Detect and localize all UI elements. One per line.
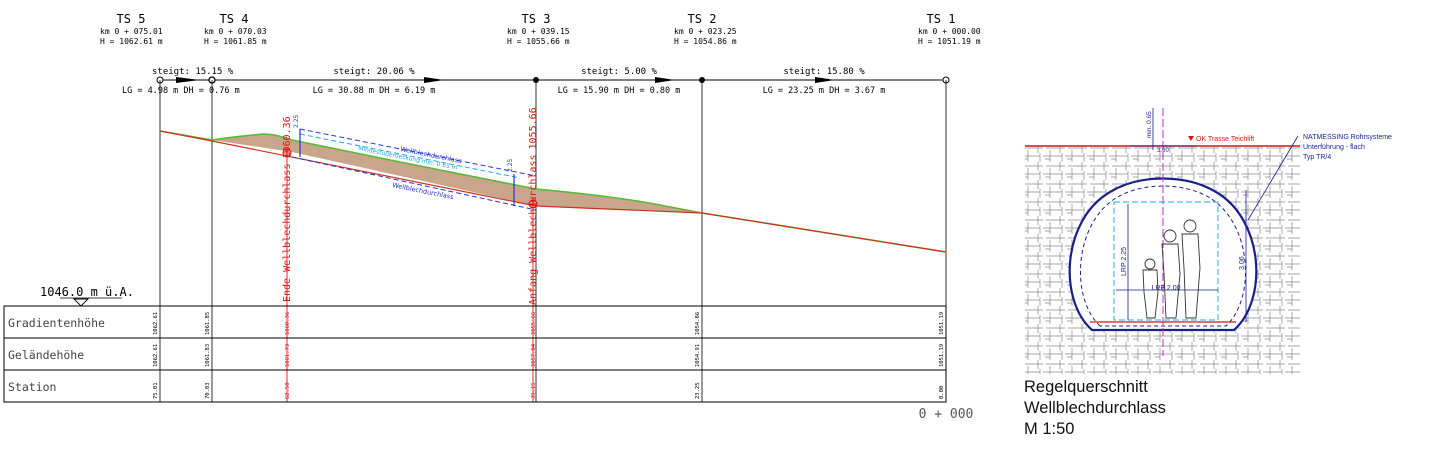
station-headers: TS 5 km 0 + 075.01 H = 1062.61 m TS 4 km… — [100, 12, 981, 46]
slope-arrow-icon — [424, 77, 444, 83]
slope-arrow-icon — [655, 77, 675, 83]
caption-line-1: Regelquerschnitt — [1024, 378, 1148, 396]
ok-marker-icon — [1188, 136, 1194, 141]
station-name: TS 2 — [688, 12, 717, 26]
cell-value: 1055.66 — [531, 312, 537, 335]
width-dim-label: 3.60 — [1157, 148, 1169, 154]
station-ts5: TS 5 km 0 + 075.01 H = 1062.61 m — [100, 12, 163, 46]
culvert-lines — [291, 128, 537, 211]
culvert-end-text: Ende Wellblechdurchlass — [282, 164, 293, 302]
cell-value: 1051.19 — [939, 312, 945, 335]
station-ts2: TS 2 km 0 + 023.25 H = 1054.86 m — [674, 12, 737, 46]
culvert-end-marker-icon — [282, 148, 292, 158]
cell-value: 0.00 — [939, 386, 945, 399]
lrp-height-label: LRP 2.25 — [1121, 247, 1128, 276]
station-km: km 0 + 070.03 — [204, 27, 267, 36]
cell-value: 1060.36 — [285, 312, 291, 335]
datum-label: 1046.0 m ü.A. — [40, 285, 134, 299]
culvert-end-label: Ende Wellblechdurchlass 1060.36 — [282, 116, 293, 302]
cross-section: OK Trasse Teichlift min. 0.65 3.60 LRP 2… — [1024, 108, 1392, 438]
segment-lg-dh: LG = 4.98 m DH = 0.76 m — [122, 86, 240, 96]
station-height: H = 1051.19 m — [918, 37, 981, 46]
row-label-station: Station — [8, 380, 56, 394]
caption-line-3: M 1:50 — [1024, 420, 1074, 438]
cell-value: 1061.85 — [205, 312, 211, 335]
cut-fill-area — [212, 134, 292, 152]
segment-slope: steigt: 15.80 % — [783, 67, 865, 77]
station-name: TS 5 — [117, 12, 146, 26]
cell-value: 1061.73 — [285, 344, 291, 367]
profile: 2.25 2.25 Wellblechdurchlass Mindestüber… — [159, 107, 947, 402]
caption-line-2: Wellblechdurchlass — [1024, 399, 1166, 417]
cell-value: 1061.83 — [205, 344, 211, 367]
segment-lg-dh: LG = 15.90 m DH = 0.80 m — [558, 86, 681, 96]
station-height: H = 1061.85 m — [204, 37, 267, 46]
cell-value: 1054.91 — [695, 344, 701, 367]
segment-slope: steigt: 20.06 % — [333, 67, 415, 77]
profile-table: Gradientenhöhe Geländehöhe Station 1062.… — [3, 305, 974, 422]
culvert-end-value: 1060.36 — [282, 116, 293, 158]
cell-value: 1062.61 — [153, 312, 159, 335]
grade-line — [159, 130, 947, 253]
cell-value: 1057.04 — [531, 343, 537, 367]
cell-value: 39.15 — [531, 382, 537, 399]
culvert-dim-right: 2.25 — [507, 158, 514, 172]
station-height: H = 1062.61 m — [100, 37, 163, 46]
station-lines — [159, 80, 947, 402]
station-name: TS 4 — [220, 12, 249, 26]
end-station-label: 0 + 000 — [919, 407, 974, 422]
culvert-dim-left: 2.25 — [293, 114, 300, 128]
cover-dim-label: min. 0.65 — [1146, 111, 1153, 138]
culvert-start-marker-icon — [528, 199, 538, 209]
segment-lg-dh: LG = 30.88 m DH = 6.19 m — [313, 86, 436, 96]
datum: 1046.0 m ü.A. — [40, 285, 134, 307]
station-km: km 0 + 075.01 — [100, 27, 163, 36]
slope-arrow-icon — [176, 77, 200, 83]
station-name: TS 3 — [522, 12, 551, 26]
leader-line — [1247, 135, 1299, 221]
station-name: TS 1 — [927, 12, 956, 26]
station-ts3: TS 3 km 0 + 039.15 H = 1055.66 m — [507, 12, 570, 46]
maker-line-3: Typ TR/4 — [1303, 154, 1331, 161]
height-dim-label: 3.06 — [1239, 256, 1246, 270]
cell-value: 62.58 — [285, 382, 291, 399]
row-label-terrain: Geländehöhe — [8, 348, 84, 362]
cell-value: 23.25 — [695, 382, 701, 399]
terrain-line — [159, 130, 947, 253]
station-km: km 0 + 000.00 — [918, 27, 981, 36]
cell-value: 75.01 — [153, 382, 159, 399]
maker-line-2: Unterführung - flach — [1303, 144, 1365, 151]
slope-arrow-icon — [815, 77, 835, 83]
station-km: km 0 + 023.25 — [674, 27, 737, 36]
cell-value: 1051.19 — [939, 344, 945, 367]
segment-lg-dh: LG = 23.25 m DH = 3.67 m — [763, 86, 886, 96]
station-km: km 0 + 039.15 — [507, 27, 570, 36]
cell-value: 1054.86 — [695, 312, 701, 335]
station-ts4: TS 4 km 0 + 070.03 H = 1061.85 m — [204, 12, 267, 46]
ok-label: OK Trasse Teichlift — [1196, 136, 1254, 143]
lrp-box — [1113, 201, 1219, 321]
segment-slope: steigt: 15.15 % — [152, 67, 234, 77]
datum-triangle-icon — [72, 298, 90, 307]
station-ts1: TS 1 km 0 + 000.00 H = 1051.19 m — [918, 12, 981, 46]
cell-value: 70.03 — [205, 382, 211, 399]
station-height: H = 1055.66 m — [507, 37, 570, 46]
people-icon — [1142, 219, 1201, 319]
lrp-width-label: LRP 2.00 — [1151, 285, 1180, 292]
segment-slope: steigt: 5.00 % — [581, 67, 657, 77]
culvert-start-label: Anfang Wellblechdurchlass 1055.66 — [528, 107, 539, 305]
station-height: H = 1054.86 m — [674, 37, 737, 46]
maker-line-1: NATMESSING Rohrsysteme — [1303, 134, 1392, 141]
culvert-start-text: Anfang Wellblechdurchlass — [528, 154, 539, 305]
cell-value: 1062.61 — [153, 344, 159, 367]
row-label-gradient: Gradientenhöhe — [8, 316, 105, 330]
grade-bar: steigt: 15.15 % LG = 4.98 m DH = 0.76 m … — [122, 67, 950, 96]
culvert-start-value: 1055.66 — [528, 107, 539, 149]
